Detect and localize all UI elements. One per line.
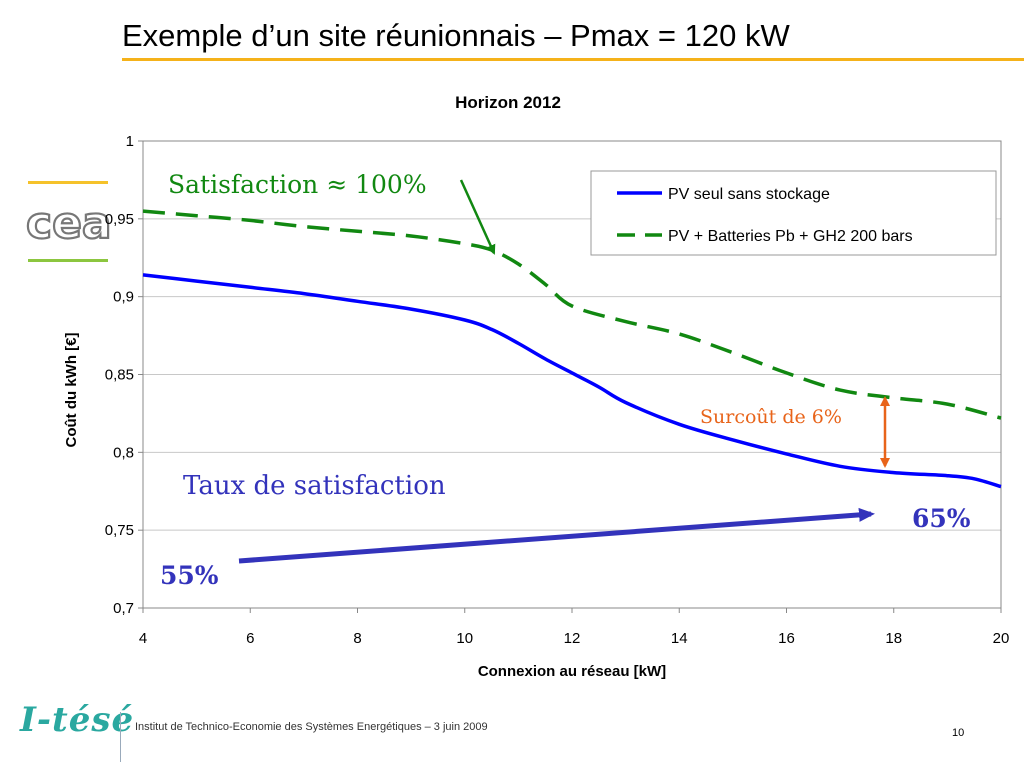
annotation-taux-arrow <box>238 507 875 564</box>
legend-label-pv-seul: PV seul sans stockage <box>668 186 830 203</box>
x-tick-label: 12 <box>564 630 581 647</box>
legend-box <box>590 170 997 256</box>
title-underline <box>122 58 1024 61</box>
legend-label-pv-batteries: PV + Batteries Pb + GH2 200 bars <box>668 228 913 245</box>
x-tick-label: 16 <box>778 630 795 647</box>
logo-top-line <box>28 181 108 184</box>
cea-logo-text: cea <box>26 200 112 246</box>
chart-title: Horizon 2012 <box>455 93 561 112</box>
logo-bottom-line <box>28 259 108 262</box>
y-axis-ticks: 0,7 0,75 0,8 0,85 0,9 0,95 1 <box>105 133 143 617</box>
x-axis-title: Connexion au réseau [kW] <box>478 663 666 680</box>
footer-text: Institut de Technico-Economie des Systèm… <box>135 721 488 733</box>
footer-divider <box>120 712 121 762</box>
y-tick-label: 0,8 <box>113 444 134 461</box>
y-tick-label: 0,95 <box>105 211 134 228</box>
series-line-pv-batteries <box>142 209 1002 420</box>
page-number: 10 <box>952 727 965 739</box>
x-tick-label: 14 <box>671 630 688 647</box>
x-tick-label: 4 <box>139 630 147 647</box>
itese-logo: I-tésé <box>20 700 135 740</box>
annotation-pct-start: 55% <box>160 561 219 590</box>
y-tick-label: 0,9 <box>113 289 134 306</box>
x-axis-ticks: 4 6 8 10 12 14 16 18 20 <box>139 608 1010 647</box>
y-tick-label: 0,75 <box>105 522 134 539</box>
annotation-taux: Taux de satisfaction <box>183 471 446 501</box>
x-tick-label: 18 <box>885 630 902 647</box>
y-axis-title: Coût du kWh [€] <box>63 333 80 448</box>
y-tick-label: 1 <box>126 133 134 150</box>
y-tick-label: 0,7 <box>113 600 134 617</box>
slide-title: Exemple d’un site réunionnais – Pmax = 1… <box>122 18 790 53</box>
series-line-pv-seul <box>142 273 1002 489</box>
cea-logo: cea <box>25 200 113 246</box>
annotation-surcout: Surcoût de 6% <box>700 406 842 428</box>
annotation-satisfaction: Satisfaction ≈ 100% <box>168 170 427 199</box>
x-tick-label: 20 <box>993 630 1010 647</box>
x-tick-label: 6 <box>246 630 254 647</box>
annotation-pct-end: 65% <box>912 504 971 533</box>
y-tick-label: 0,85 <box>105 367 134 384</box>
x-tick-label: 10 <box>456 630 473 647</box>
x-tick-label: 8 <box>353 630 361 647</box>
annotation-satisfaction-arrow <box>459 179 496 255</box>
